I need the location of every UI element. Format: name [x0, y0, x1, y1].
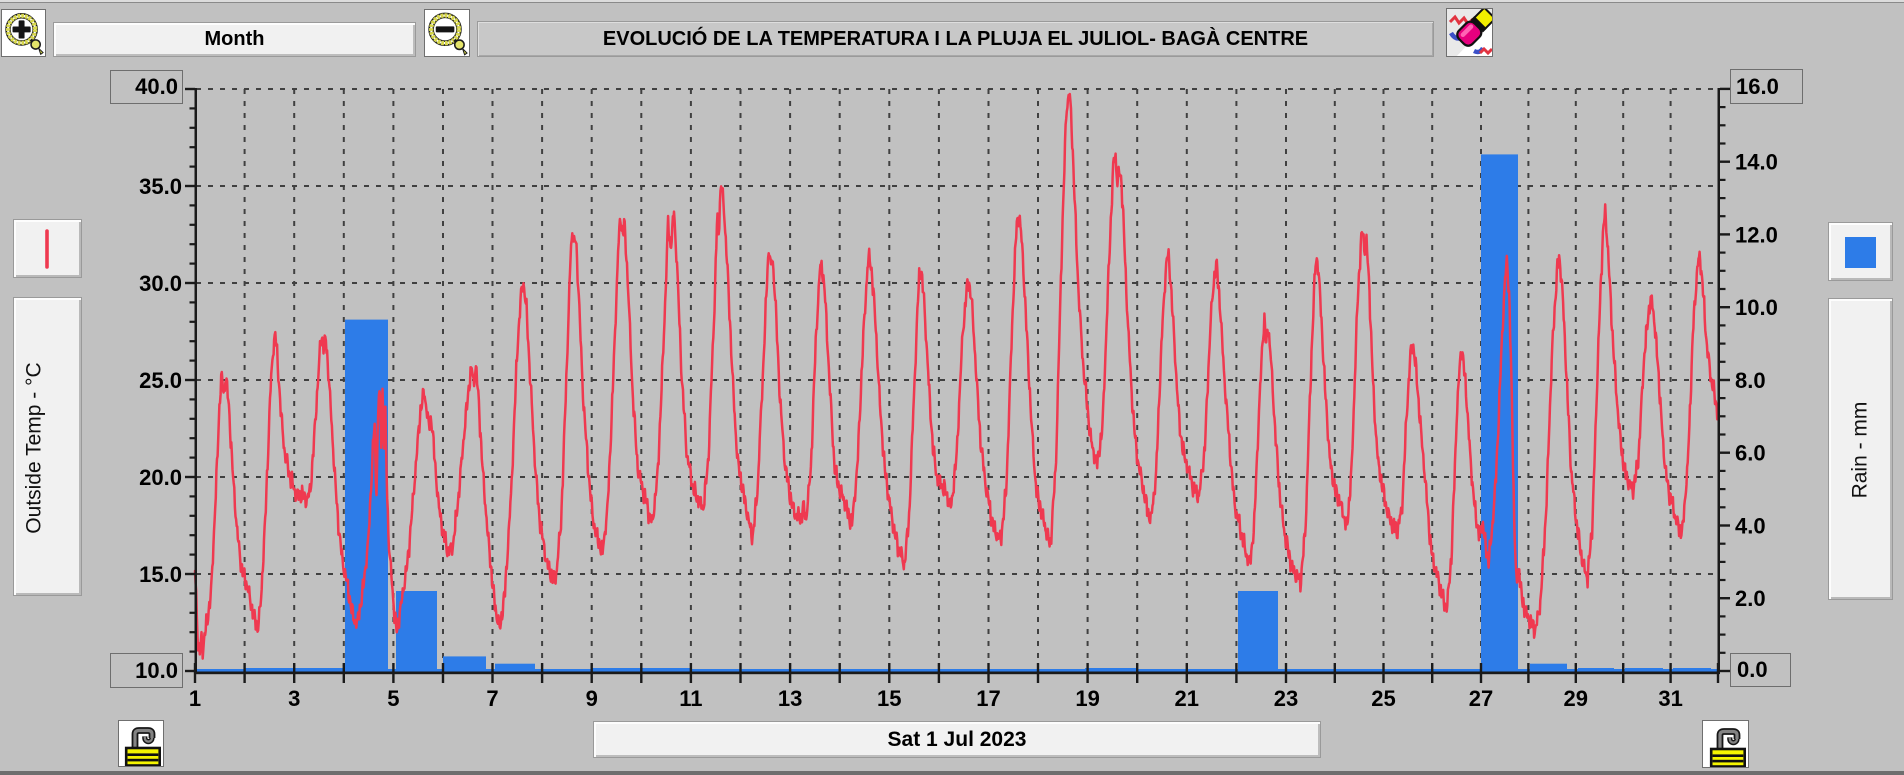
svg-text:21: 21	[1175, 686, 1199, 711]
svg-text:23: 23	[1274, 686, 1298, 711]
svg-text:30.0: 30.0	[139, 271, 182, 296]
svg-text:29: 29	[1564, 686, 1588, 711]
svg-text:15: 15	[877, 686, 901, 711]
svg-text:1: 1	[189, 686, 201, 711]
svg-text:31: 31	[1658, 686, 1682, 711]
svg-text:14.0: 14.0	[1735, 150, 1778, 175]
svg-text:19: 19	[1075, 686, 1099, 711]
svg-text:11: 11	[679, 686, 702, 711]
svg-text:7: 7	[486, 686, 498, 711]
svg-text:2.0: 2.0	[1735, 586, 1766, 611]
svg-text:4.0: 4.0	[1735, 514, 1766, 539]
svg-text:20.0: 20.0	[139, 465, 182, 490]
svg-text:25: 25	[1371, 686, 1395, 711]
svg-text:8.0: 8.0	[1735, 368, 1766, 393]
svg-text:12.0: 12.0	[1735, 222, 1778, 247]
svg-text:6.0: 6.0	[1735, 441, 1766, 466]
svg-text:5: 5	[387, 686, 399, 711]
svg-text:13: 13	[778, 686, 802, 711]
svg-text:15.0: 15.0	[139, 562, 182, 587]
svg-text:9: 9	[586, 686, 598, 711]
svg-text:3: 3	[288, 686, 300, 711]
svg-text:35.0: 35.0	[139, 174, 182, 199]
svg-text:17: 17	[976, 686, 1000, 711]
svg-text:27: 27	[1469, 686, 1493, 711]
svg-text:25.0: 25.0	[139, 368, 182, 393]
svg-text:10.0: 10.0	[1735, 295, 1778, 320]
